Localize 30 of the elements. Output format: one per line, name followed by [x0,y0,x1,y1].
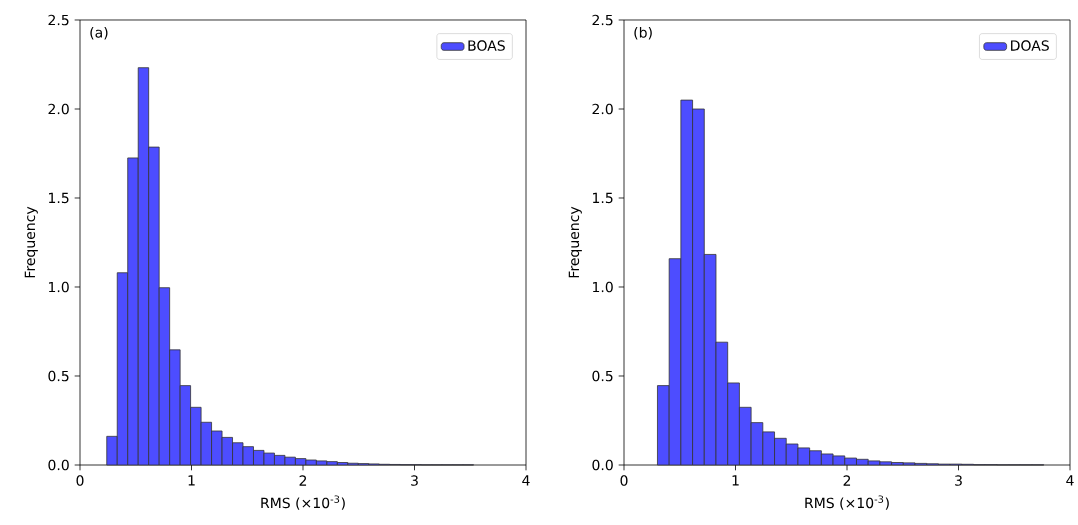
annotation: (a) [90,26,108,40]
y-tick-label: 2.0 [592,103,613,115]
x-tick-label: 3 [411,475,418,486]
annotation: (b) [634,26,652,40]
x-tick-label: 0 [76,475,84,486]
x-axis-title: RMS (×10$^{-3}$) [805,495,889,510]
legend-label: DOAS [1011,40,1049,51]
x-tick-label: 2 [843,475,851,486]
x-tick-label: 1 [188,475,195,486]
x-tick-label: 4 [1066,475,1074,486]
x-tick-label: 0 [620,475,628,486]
y-tick-label: 0.5 [48,370,69,382]
y-tick-label: 2.0 [48,103,69,115]
y-tick-label: 1.0 [49,281,69,293]
y-tick-label: 2.5 [48,14,69,26]
y-axis-title: Frequency [24,206,38,278]
y-axis-title: Frequency [568,206,582,278]
y-tick-label: 0.5 [592,370,613,382]
x-axis-title: RMS (×10$^{-3}$) [261,495,345,510]
y-tick-label: 1.0 [593,281,613,293]
y-tick-label: 0.0 [48,459,69,471]
y-tick-label: 0.0 [592,459,613,471]
y-tick-label: 1.5 [593,192,613,204]
x-tick-label: 4 [522,475,530,486]
y-tick-label: 1.5 [49,192,69,204]
legend-label: BOAS [468,40,505,51]
x-tick-label: 2 [299,475,307,486]
x-tick-label: 3 [955,475,962,486]
y-tick-label: 2.5 [592,14,613,26]
x-tick-label: 1 [732,475,739,486]
